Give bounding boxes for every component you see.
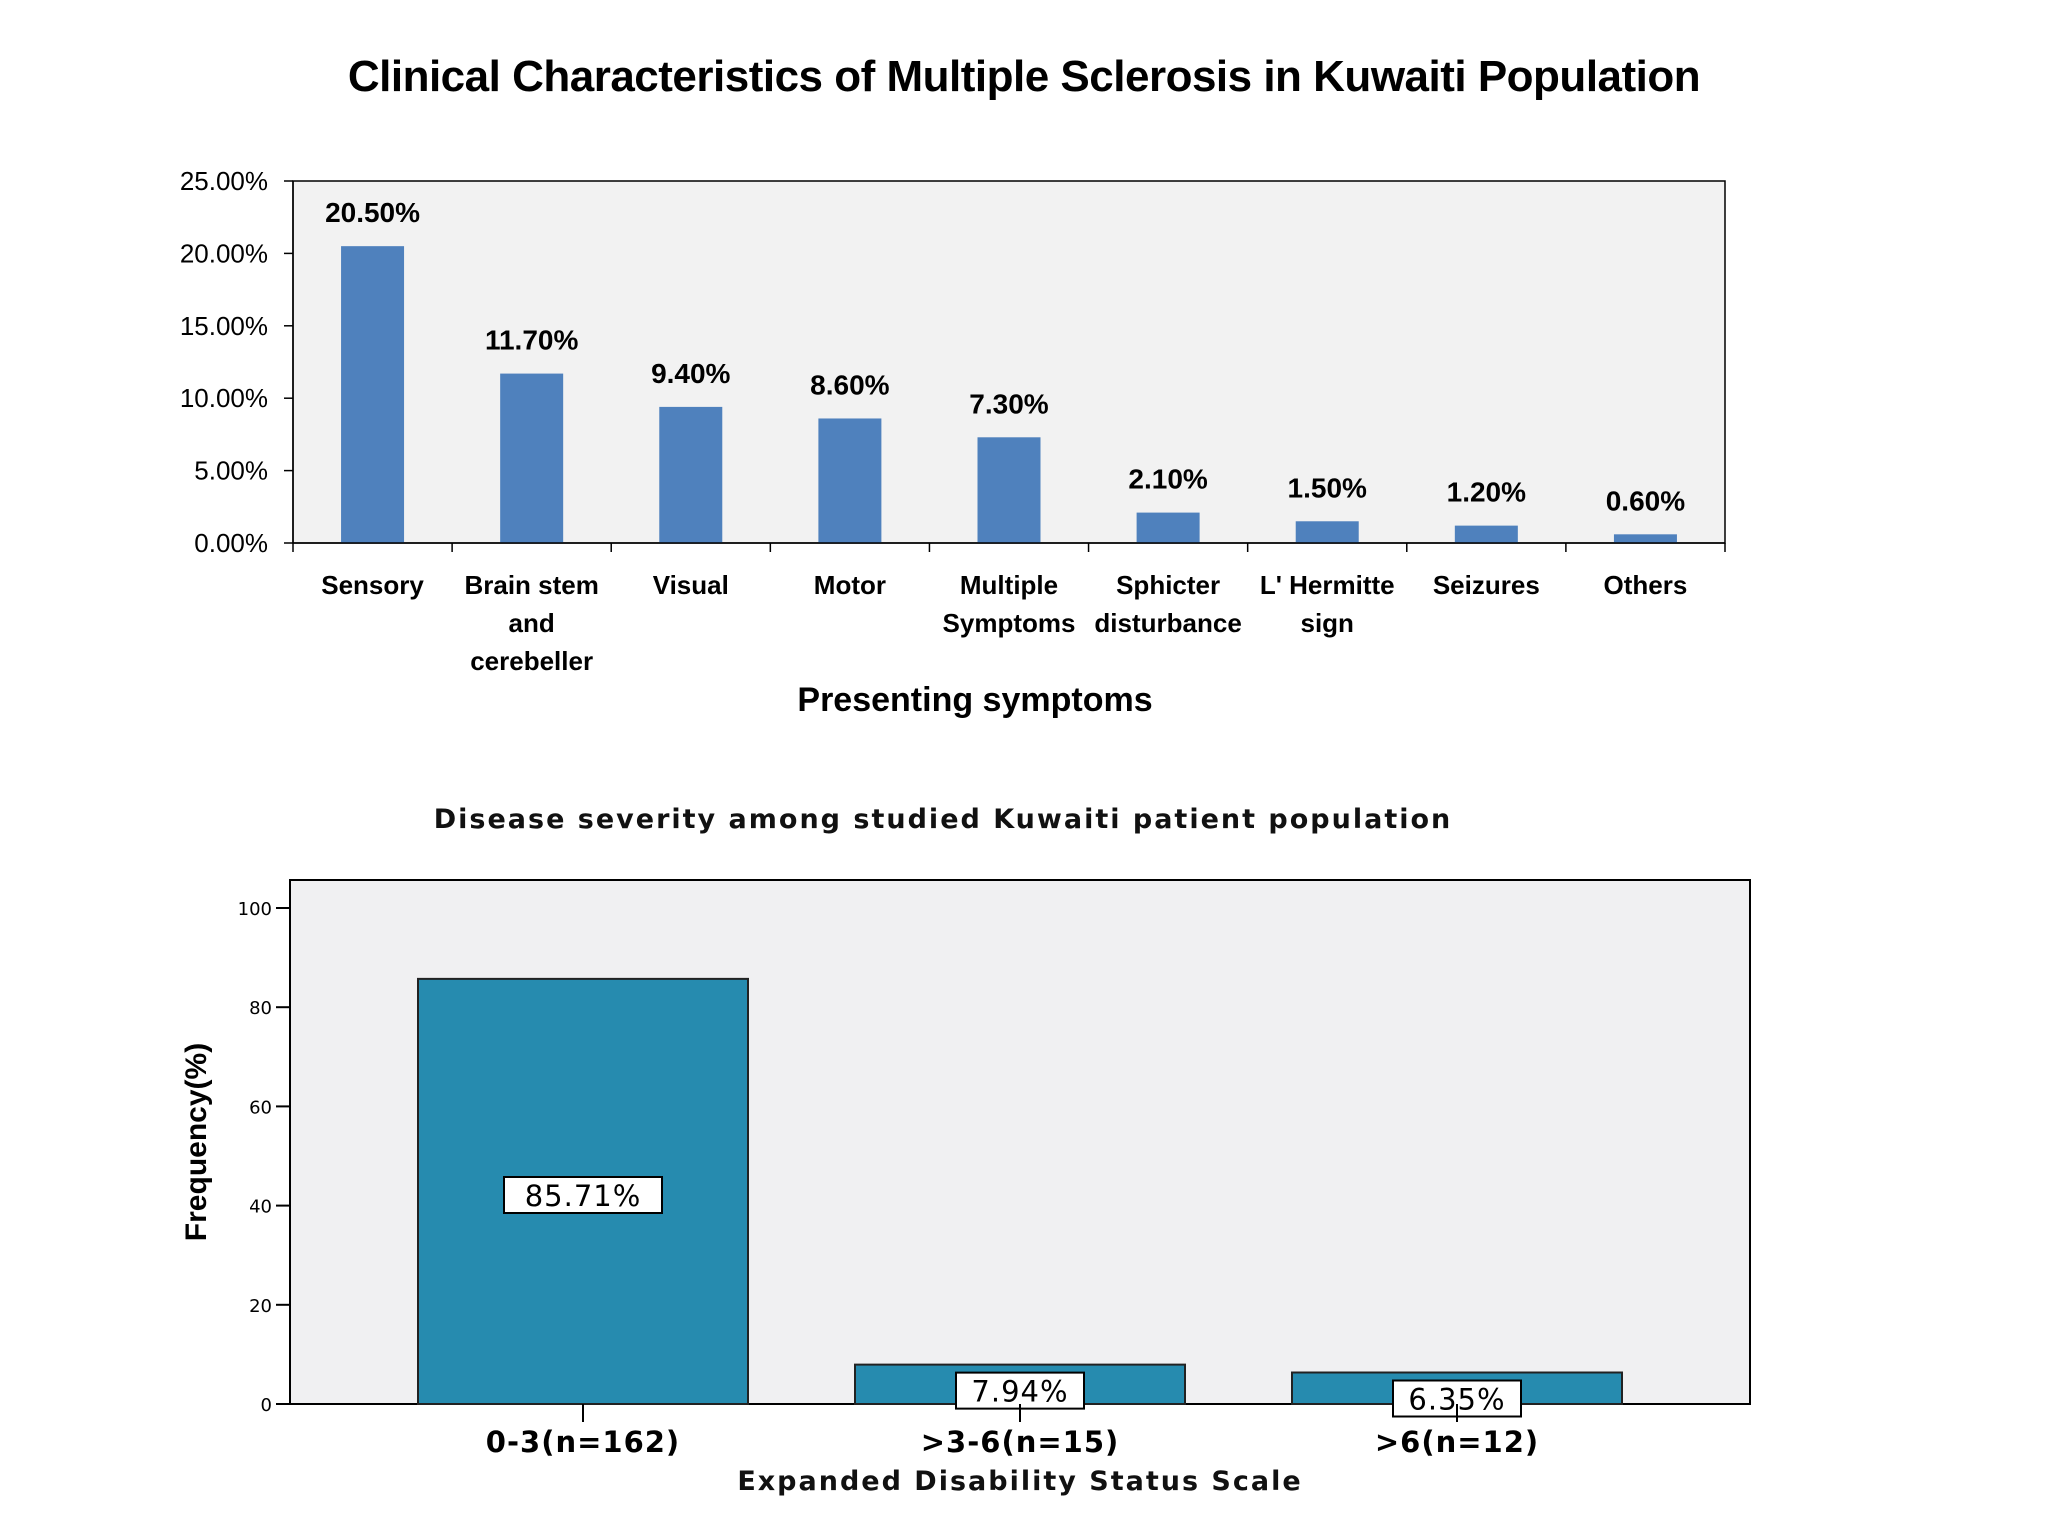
chart2-y-tick-label: 0: [261, 1395, 272, 1416]
chart1-category-label-line: Motor: [814, 570, 886, 600]
chart1-category-label-line: Others: [1604, 570, 1688, 600]
chart1-category-label: L' Hermitte sign: [1260, 570, 1395, 638]
chart1-category-label: Seizures: [1433, 570, 1540, 600]
chart1-x-axis-title: Presenting symptoms: [797, 681, 1152, 719]
chart2-x-axis-title: Expanded Disability Status Scale: [737, 1466, 1302, 1497]
chart1-category-label-line: Seizures: [1433, 570, 1540, 600]
chart1-data-label: 0.60%: [1606, 485, 1685, 516]
chart1-data-label: 2.10%: [1128, 464, 1207, 495]
chart2-category-label: 0-3(n=162): [486, 1425, 680, 1459]
chart1-category-label-line: Brain stem: [464, 570, 598, 600]
chart1-data-label: 7.30%: [969, 388, 1048, 419]
chart2-bars: 85.71%7.94% 6.35%: [417, 977, 1623, 1418]
chart2-y-tick-label: 40: [249, 1197, 272, 1218]
chart1-y-tick-label: 10.00%: [180, 383, 268, 413]
chart1-y-tick-label: 25.00%: [180, 166, 268, 196]
chart1-data-label: 20.50%: [325, 197, 420, 228]
chart1-y-tick-label: 0.00%: [194, 528, 268, 558]
chart1-bar: [1295, 521, 1359, 543]
chart1-category-label-line: cerebeller: [470, 646, 593, 676]
chart1-y-axis: 0.00% 5.00% 10.00% 15.00% 20.00% 25.00%: [180, 166, 294, 558]
chart1-category-label-line: Multiple: [960, 570, 1058, 600]
chart-presenting-symptoms: 0.00% 5.00% 10.00% 15.00% 20.00% 25.00% 20.50…: [180, 166, 1726, 719]
chart2-y-tick-label: 60: [249, 1097, 272, 1118]
chart1-data-label: 8.60%: [810, 369, 889, 400]
chart1-category-label-line: Sensory: [321, 570, 424, 600]
chart1-bar: [341, 246, 405, 543]
chart2-y-axis-title: Frequency(%): [180, 1043, 213, 1241]
chart1-bar: [1136, 512, 1200, 543]
chart1-data-label: 1.50%: [1288, 472, 1367, 503]
chart1-category-label-line: Sphicter: [1116, 570, 1220, 600]
chart1-bar: [977, 437, 1041, 543]
chart2-title: Disease severity among studied Kuwaiti p…: [434, 804, 1453, 835]
chart1-bars: [341, 246, 1677, 543]
chart1-data-label: 11.70%: [485, 325, 579, 356]
chart1-category-label-line: Visual: [653, 570, 729, 600]
chart1-category-label: Others: [1604, 570, 1688, 600]
chart2-y-tick-label: 20: [249, 1296, 272, 1317]
chart1-bar: [1454, 525, 1518, 543]
chart1-category-label: Sphicter disturbance: [1094, 570, 1241, 638]
chart2-data-label: 85.71%: [525, 1179, 642, 1213]
chart1-data-label: 1.20%: [1447, 477, 1526, 508]
chart1-category-label: Motor: [814, 570, 886, 600]
chart1-category-label-line: disturbance: [1094, 608, 1241, 638]
chart1-data-label: 9.40%: [651, 358, 730, 389]
chart1-bar: [500, 373, 564, 543]
chart1-category-label-line: sign: [1300, 608, 1353, 638]
chart1-category-label: Visual: [653, 570, 729, 600]
chart1-category-label-line: Symptoms: [943, 608, 1076, 638]
chart1-category-label-line: L' Hermitte: [1260, 570, 1395, 600]
chart1-category-label: Brain stem and cerebeller: [464, 570, 598, 676]
chart1-y-tick-label: 5.00%: [194, 456, 268, 486]
chart2-data-label-box: [503, 1176, 663, 1214]
chart2-category-label: >3-6(n=15): [921, 1425, 1120, 1459]
chart1-y-tick-label: 15.00%: [180, 311, 268, 341]
chart1-x-axis: Sensory Brain stem and cerebeller Visual Moto…: [292, 542, 1726, 676]
chart2-data-label: 7.94%: [971, 1375, 1068, 1409]
chart1-category-label: Multiple Symptoms: [943, 570, 1076, 638]
chart1-bar: [818, 418, 882, 543]
chart1-y-tick-label: 20.00%: [180, 238, 268, 268]
chart1-category-label-line: and: [509, 608, 555, 638]
page-title: Clinical Characteristics of Multiple Scl…: [347, 52, 1701, 101]
chart2-y-axis: 0 20 40 60 80 100: [238, 899, 290, 1416]
chart2-category-label: >6(n=12): [1375, 1425, 1539, 1459]
chart-disease-severity: Disease severity among studied Kuwaiti p…: [180, 804, 1751, 1497]
chart2-x-axis: 0-3(n=162) >3-6(n=15) >6(n=12): [486, 1404, 1539, 1459]
chart2-y-tick-label: 100: [238, 899, 272, 920]
chart1-data-labels: 20.50% 11.70% 9.40% 8.60% 7.30% 2.10% 1.50% 1.2…: [325, 197, 1685, 516]
chart1-bar: [1613, 534, 1677, 543]
chart1-bar: [659, 406, 723, 543]
chart2-y-tick-label: 80: [249, 998, 272, 1019]
chart1-category-label: Sensory: [321, 570, 424, 600]
